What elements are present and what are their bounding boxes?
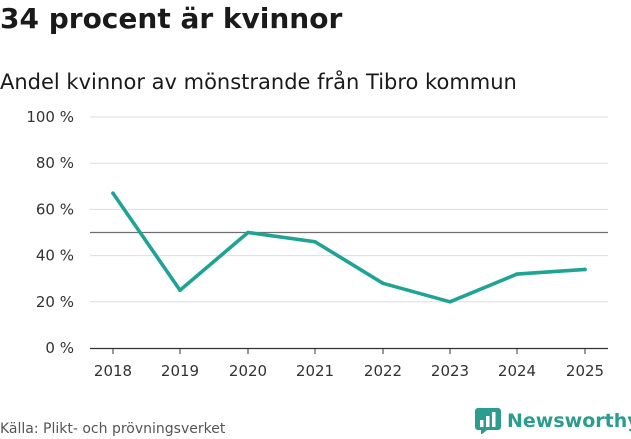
series-group [111, 191, 587, 304]
y-axis-labels: 0 % 20 % 40 % 60 % 80 % 100 % [26, 108, 74, 357]
y-tick-label: 20 % [36, 293, 74, 311]
grid-lines [90, 116, 608, 303]
x-tick-label: 2025 [566, 362, 604, 380]
data-point [583, 267, 587, 272]
x-axis [90, 347, 608, 354]
data-point [111, 191, 115, 196]
x-tick-label: 2022 [364, 362, 402, 380]
data-point [246, 230, 250, 235]
y-tick-label: 100 % [26, 108, 74, 126]
series-line [111, 191, 587, 304]
data-point [313, 239, 317, 244]
x-tick-label: 2024 [498, 362, 536, 380]
data-point [178, 288, 182, 293]
x-tick-label: 2020 [229, 362, 267, 380]
brand-name: Newsworthy [507, 410, 631, 432]
y-tick-label: 80 % [36, 154, 74, 172]
brand-logo: Newsworthy [475, 408, 631, 434]
x-tick-label: 2018 [94, 362, 132, 380]
source-note: Källa: Plikt- och prövningsverket [0, 421, 226, 437]
x-tick-label: 2021 [296, 362, 334, 380]
x-tick-label: 2023 [431, 362, 469, 380]
x-tick-label: 2019 [161, 362, 199, 380]
y-tick-label: 60 % [36, 200, 74, 218]
data-point [381, 281, 385, 286]
data-point [515, 272, 519, 276]
y-tick-label: 40 % [36, 247, 74, 265]
bar-chart-icon [475, 408, 501, 434]
x-axis-labels: 2018 2019 2020 2021 2022 2023 2024 2025 [94, 362, 604, 380]
data-point [448, 300, 452, 304]
chart-title: Andel kvinnor av mönstrande från Tibro k… [0, 70, 517, 94]
y-tick-label: 0 % [45, 339, 74, 357]
headline: 34 procent är kvinnor [0, 2, 343, 35]
